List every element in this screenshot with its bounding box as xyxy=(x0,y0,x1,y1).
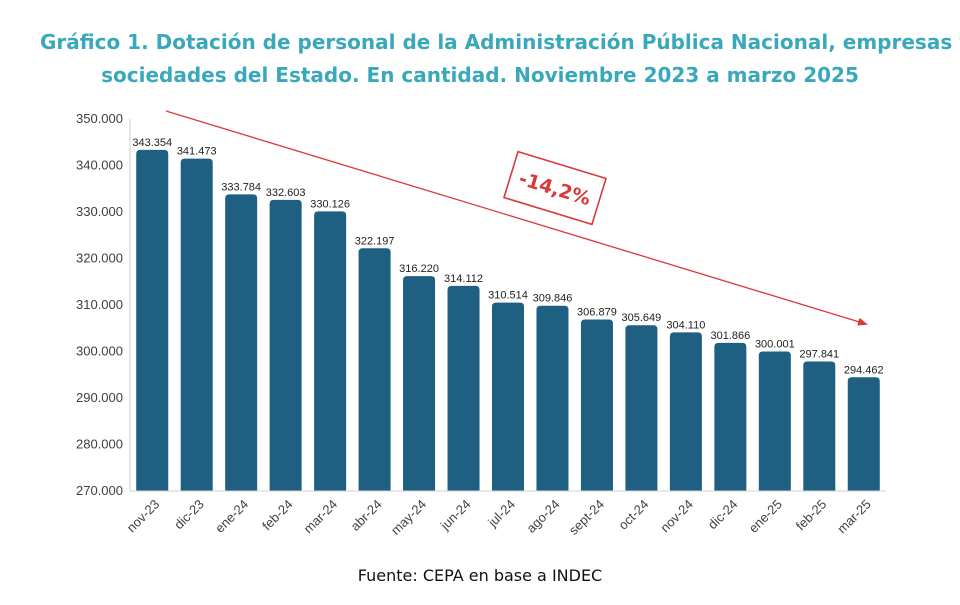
change-annotation: -14,2% xyxy=(502,150,608,226)
bar xyxy=(358,248,391,491)
bar-value-label: 297.841 xyxy=(799,349,839,361)
bar xyxy=(714,342,747,491)
bar-value-label: 341.473 xyxy=(177,146,217,158)
bar-value-label: 322.197 xyxy=(355,235,395,247)
source-note: Fuente: CEPA en base a INDEC xyxy=(357,566,603,585)
bar xyxy=(803,361,836,491)
y-tick-label: 300.000 xyxy=(76,344,123,359)
bar xyxy=(314,211,347,491)
bar-value-label: 309.846 xyxy=(533,293,573,305)
bar xyxy=(403,276,436,491)
chart-title: Gráfico 1. Dotación de personal de la Ad… xyxy=(40,26,960,92)
x-tick-label: ene-24 xyxy=(212,497,251,536)
y-tick-label: 330.000 xyxy=(76,204,123,219)
bar xyxy=(580,319,613,491)
bar xyxy=(625,325,658,491)
x-tick-label: feb-25 xyxy=(793,497,830,534)
bar xyxy=(180,158,213,491)
x-tick-label: abr-24 xyxy=(348,497,385,534)
x-tick-label: mar-25 xyxy=(834,497,874,537)
trend-arrow xyxy=(165,110,868,326)
y-tick-label: 310.000 xyxy=(76,297,123,312)
x-tick-label: ago-24 xyxy=(523,497,562,536)
bar xyxy=(536,305,569,491)
x-tick-label: nov-23 xyxy=(124,497,163,536)
bar xyxy=(491,302,525,491)
x-tick-label: feb-24 xyxy=(259,497,296,534)
x-tick-label: dic-23 xyxy=(171,497,207,533)
bar xyxy=(447,285,480,491)
bar xyxy=(669,332,702,491)
bar xyxy=(225,194,258,491)
x-tick-label: oct-24 xyxy=(615,497,651,533)
y-tick-label: 290.000 xyxy=(76,390,123,405)
bar-value-label: 305.649 xyxy=(622,312,662,324)
bar xyxy=(269,199,302,491)
x-tick-label: nov-24 xyxy=(657,497,696,536)
x-tick-label: may-24 xyxy=(388,497,429,538)
annotation-box xyxy=(502,150,608,226)
y-tick-label: 340.000 xyxy=(76,158,123,173)
y-tick-label: 350.000 xyxy=(76,111,123,126)
y-tick-label: 320.000 xyxy=(76,251,123,266)
y-tick-label: 270.000 xyxy=(76,483,123,498)
x-tick-label: ene-25 xyxy=(746,497,785,536)
bar-value-label: 332.603 xyxy=(266,187,306,199)
chart-title-line-2: sociedades del Estado. En cantidad. Novi… xyxy=(101,63,859,87)
bar-value-label: 301.866 xyxy=(710,330,750,342)
x-tick-label: dic-24 xyxy=(705,497,741,533)
bar-value-label: 294.462 xyxy=(844,364,884,376)
bar-value-label: 304.110 xyxy=(666,319,705,331)
bar xyxy=(847,377,880,491)
bar-value-label: 310.514 xyxy=(488,290,528,302)
bar-value-label: 333.784 xyxy=(221,181,261,193)
bar-value-label: 343.354 xyxy=(132,137,172,149)
x-tick-label: mar-24 xyxy=(301,497,341,537)
x-tick-label: jul-24 xyxy=(484,497,518,531)
chart-title-line-1: Gráfico 1. Dotación de personal de la Ad… xyxy=(40,30,960,54)
y-tick-label: 280.000 xyxy=(76,437,123,452)
bar-value-label: 300.001 xyxy=(755,338,795,350)
bar-value-label: 330.126 xyxy=(310,198,350,210)
x-tick-label: sept-24 xyxy=(566,497,607,538)
bar-value-label: 314.112 xyxy=(444,273,483,285)
bar-value-label: 316.220 xyxy=(399,263,439,275)
bar-value-label: 306.879 xyxy=(577,307,617,319)
x-tick-label: jun-24 xyxy=(437,497,474,534)
bar xyxy=(758,351,791,491)
bar xyxy=(136,149,169,491)
